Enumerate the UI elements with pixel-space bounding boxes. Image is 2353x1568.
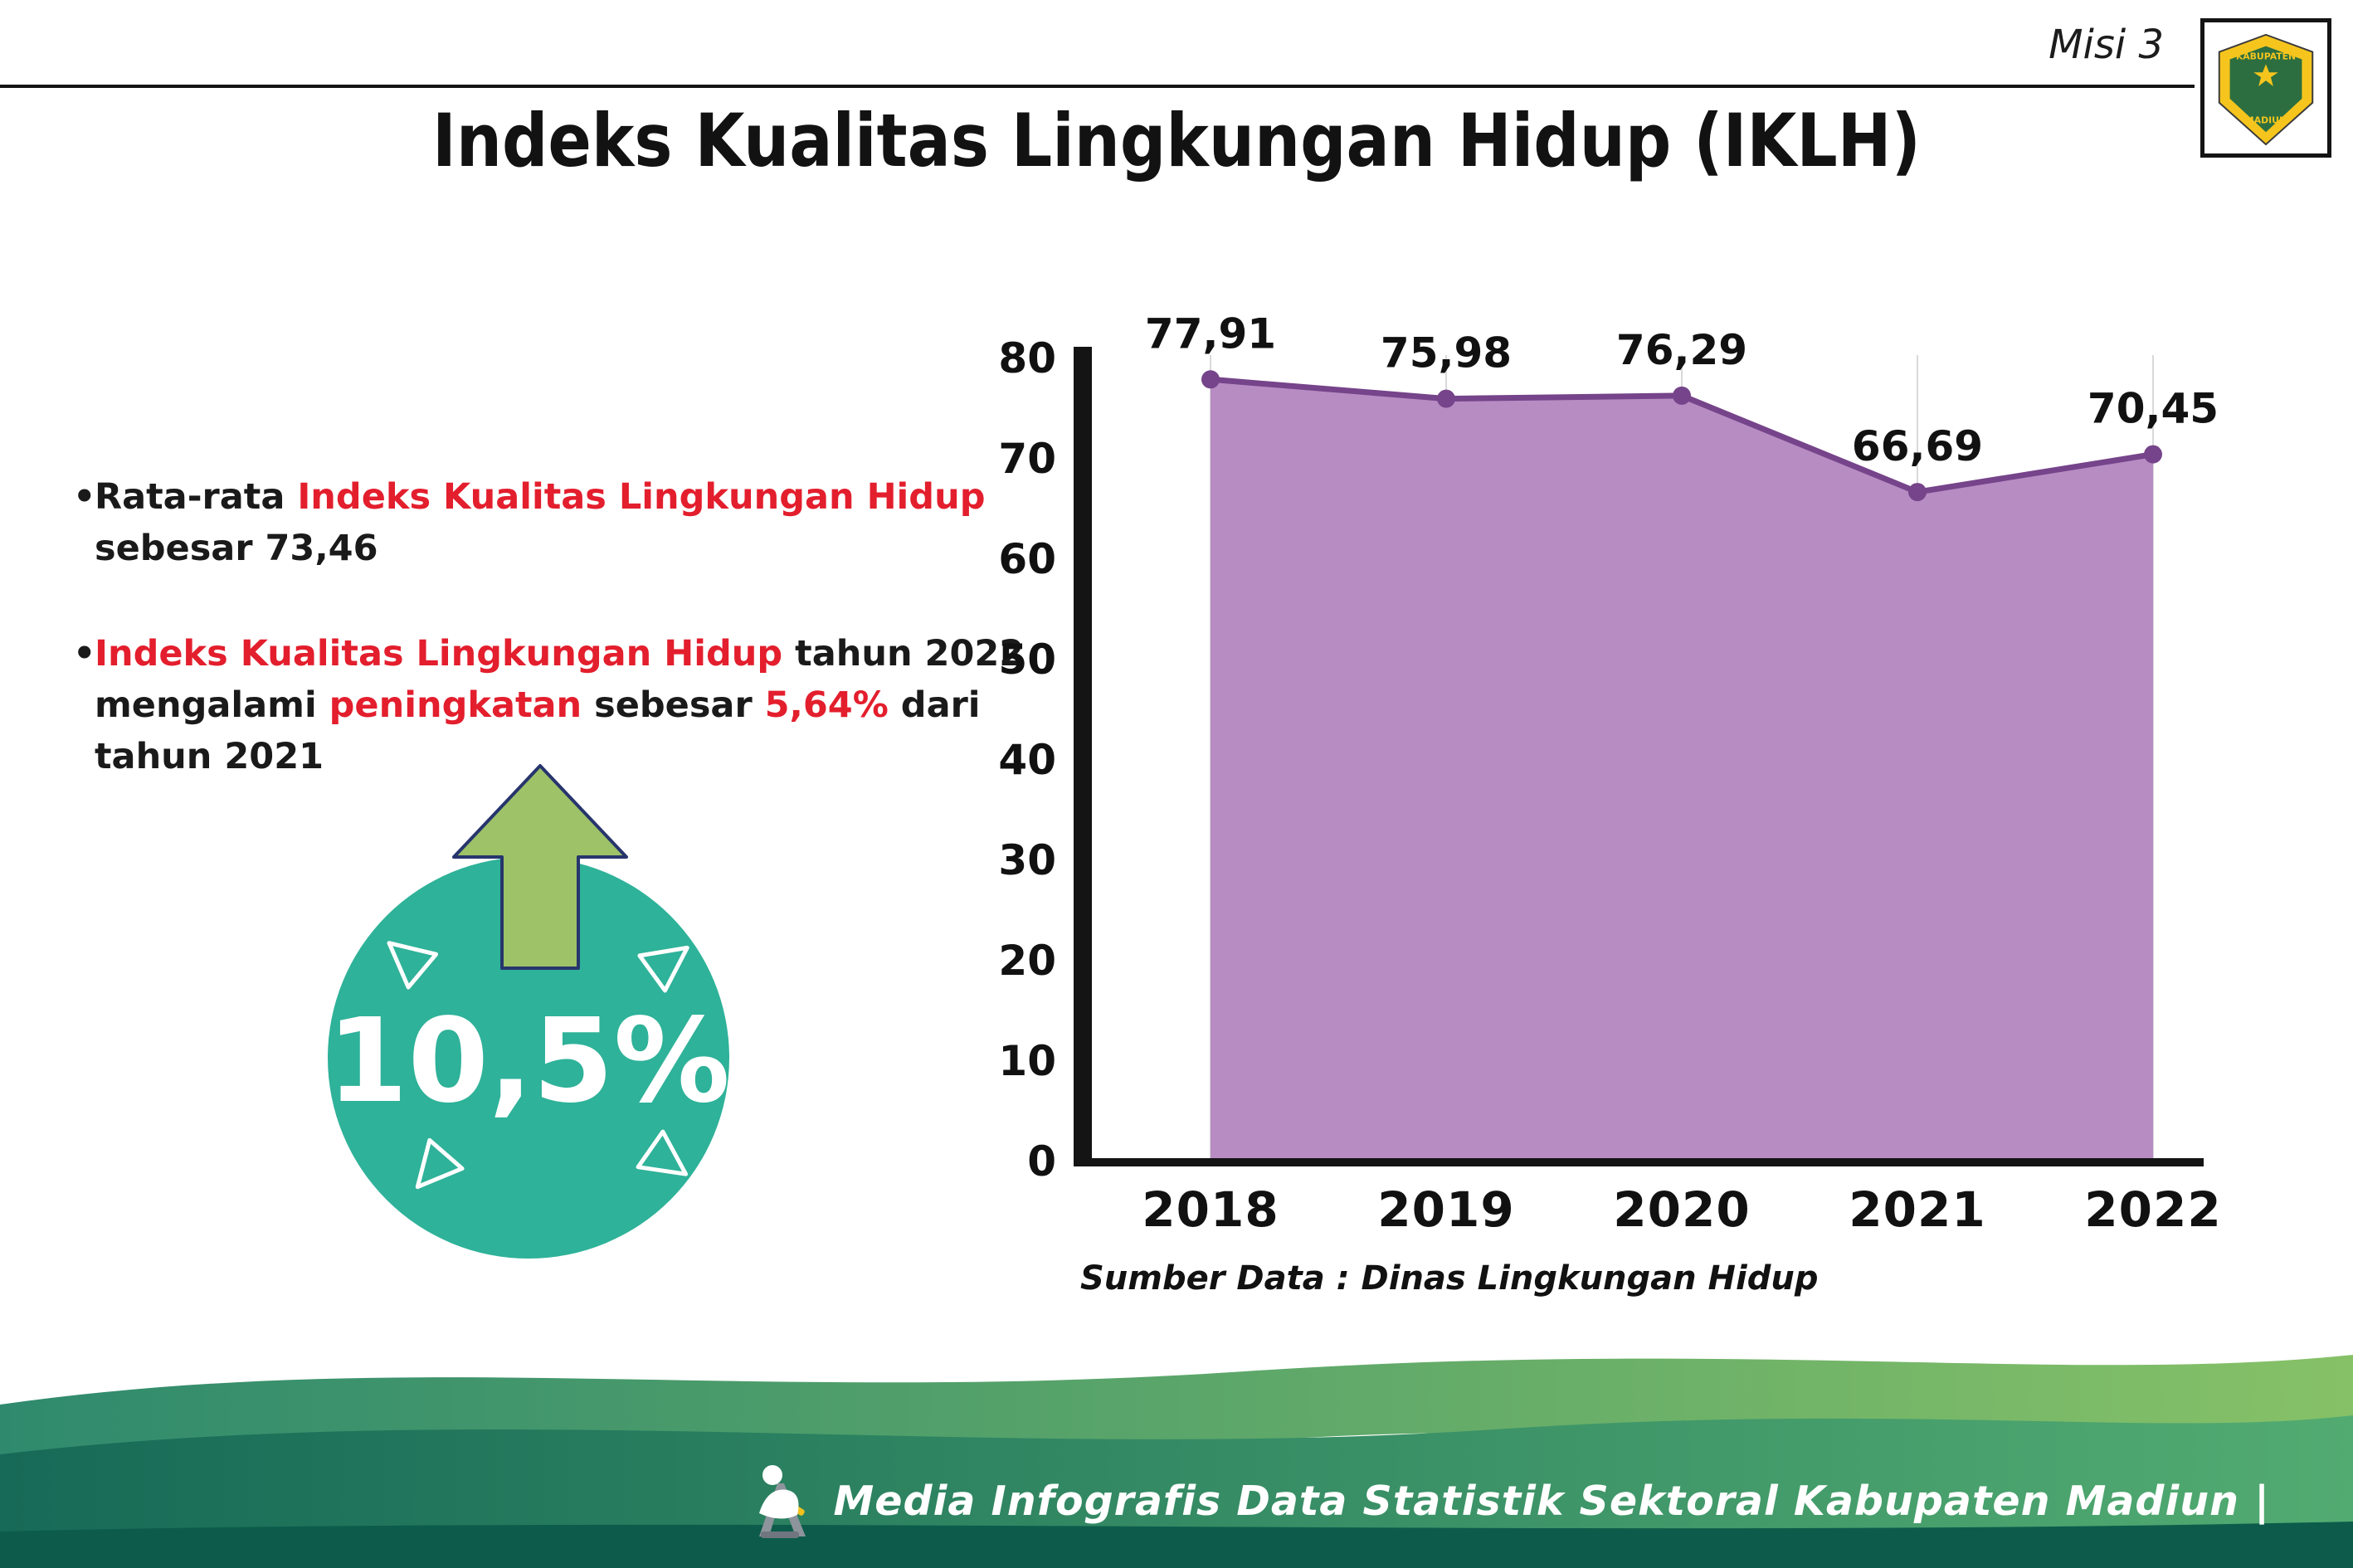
bullet2-text-2: sebesar (582, 684, 765, 727)
bullet2-text-1: tahun 2022 mengalami (95, 632, 1025, 727)
bullet1-text-2: sebesar 73,46 (95, 528, 378, 570)
x-tick-label: 2022 (2084, 1181, 2221, 1238)
x-tick-label: 2019 (1377, 1181, 1514, 1238)
y-tick-label: 40 (998, 736, 1056, 784)
x-tick-label: 2021 (1849, 1181, 1985, 1238)
bullet-average-iklh: • Rata-rata Indeks Kualitas Lingkungan Hi… (73, 471, 1044, 575)
page-title: Indeks Kualitas Lingkungan Hidup (IKLH) (432, 98, 1921, 183)
data-point (1201, 370, 1220, 389)
y-tick-label: 30 (998, 836, 1056, 884)
bullet-increase-2022: • Indeks Kualitas Lingkungan Hidup tahun … (73, 628, 1044, 783)
bullet2-highlight-2: peningkatan (329, 684, 582, 727)
triangle-decoration-icon (637, 945, 689, 993)
logo-bottom-text: MADIUN (2245, 114, 2287, 125)
badge-circle (328, 857, 729, 1259)
data-point (1908, 483, 1927, 502)
y-tick-label: 70 (998, 435, 1056, 483)
y-tick-label: 60 (998, 535, 1056, 583)
footer-credit-text: Media Infografis Data Statistik Sektoral… (833, 1477, 2270, 1525)
y-tick-label: 0 (1027, 1137, 1056, 1186)
x-axis (1074, 1158, 2204, 1166)
data-point-label: 70,45 (2087, 385, 2219, 433)
y-tick-label: 10 (998, 1037, 1056, 1085)
key-findings: • Rata-rata Indeks Kualitas Lingkungan Hi… (73, 471, 1044, 836)
up-arrow-icon (452, 764, 628, 970)
misi-label: Misi 3 (2049, 22, 2164, 68)
x-tick-label: 2018 (1142, 1181, 1279, 1238)
triangle-decoration-icon (636, 1129, 689, 1176)
data-point (2144, 445, 2162, 464)
bullet2-highlight-1: Indeks Kualitas Lingkungan Hidup (95, 632, 783, 674)
x-tick-label: 2020 (1613, 1181, 1750, 1238)
footer-bottom-strip (0, 1522, 2353, 1568)
bullet2-highlight-3: 5,64% (764, 684, 889, 727)
kabupaten-madiun-logo: KABUPATEN MADIUN (2200, 18, 2331, 158)
bullet1-text: Rata-rata (95, 476, 298, 518)
chart-area (1211, 379, 2153, 1158)
bullet2-text-3: dari tahun 2021 (95, 684, 981, 778)
y-axis (1074, 347, 1092, 1166)
increase-badge: 10,5% (327, 764, 730, 1259)
y-tick-label: 80 (998, 334, 1056, 382)
bullet-marker: • (73, 476, 96, 518)
iklh-area-chart: 77,91 75,98 76,29 66,69 70,45 0 10 20 30 40 50 60 70… (998, 309, 2221, 1238)
source-note: Sumber Data : Dinas Lingkungan Hidup (1080, 1259, 1819, 1298)
data-point-label: 66,69 (1852, 422, 1983, 470)
footer-credit: Media Infografis Data Statistik Sektoral… (748, 1462, 2270, 1540)
y-tick-label: 20 (998, 937, 1056, 985)
bullet-marker: • (73, 632, 96, 674)
data-point-label: 77,91 (1145, 309, 1276, 358)
data-point-label: 75,98 (1381, 329, 1512, 377)
data-point (1673, 386, 1691, 405)
data-point (1437, 389, 1455, 408)
bullet1-highlight: Indeks Kualitas Lingkungan Hidup (297, 476, 986, 518)
mascot-icon (758, 1465, 806, 1538)
footer-waves (0, 1355, 2353, 1568)
logo-top-text: KABUPATEN (2236, 51, 2296, 61)
badge-percentage: 10,5% (327, 994, 730, 1129)
triangle-decoration-icon (387, 941, 439, 990)
data-point-label: 76,29 (1616, 326, 1747, 374)
header-rule (0, 85, 2195, 88)
shield-icon: KABUPATEN MADIUN (2218, 33, 2314, 146)
y-tick-label: 50 (998, 635, 1056, 684)
triangle-decoration-icon (415, 1137, 465, 1190)
